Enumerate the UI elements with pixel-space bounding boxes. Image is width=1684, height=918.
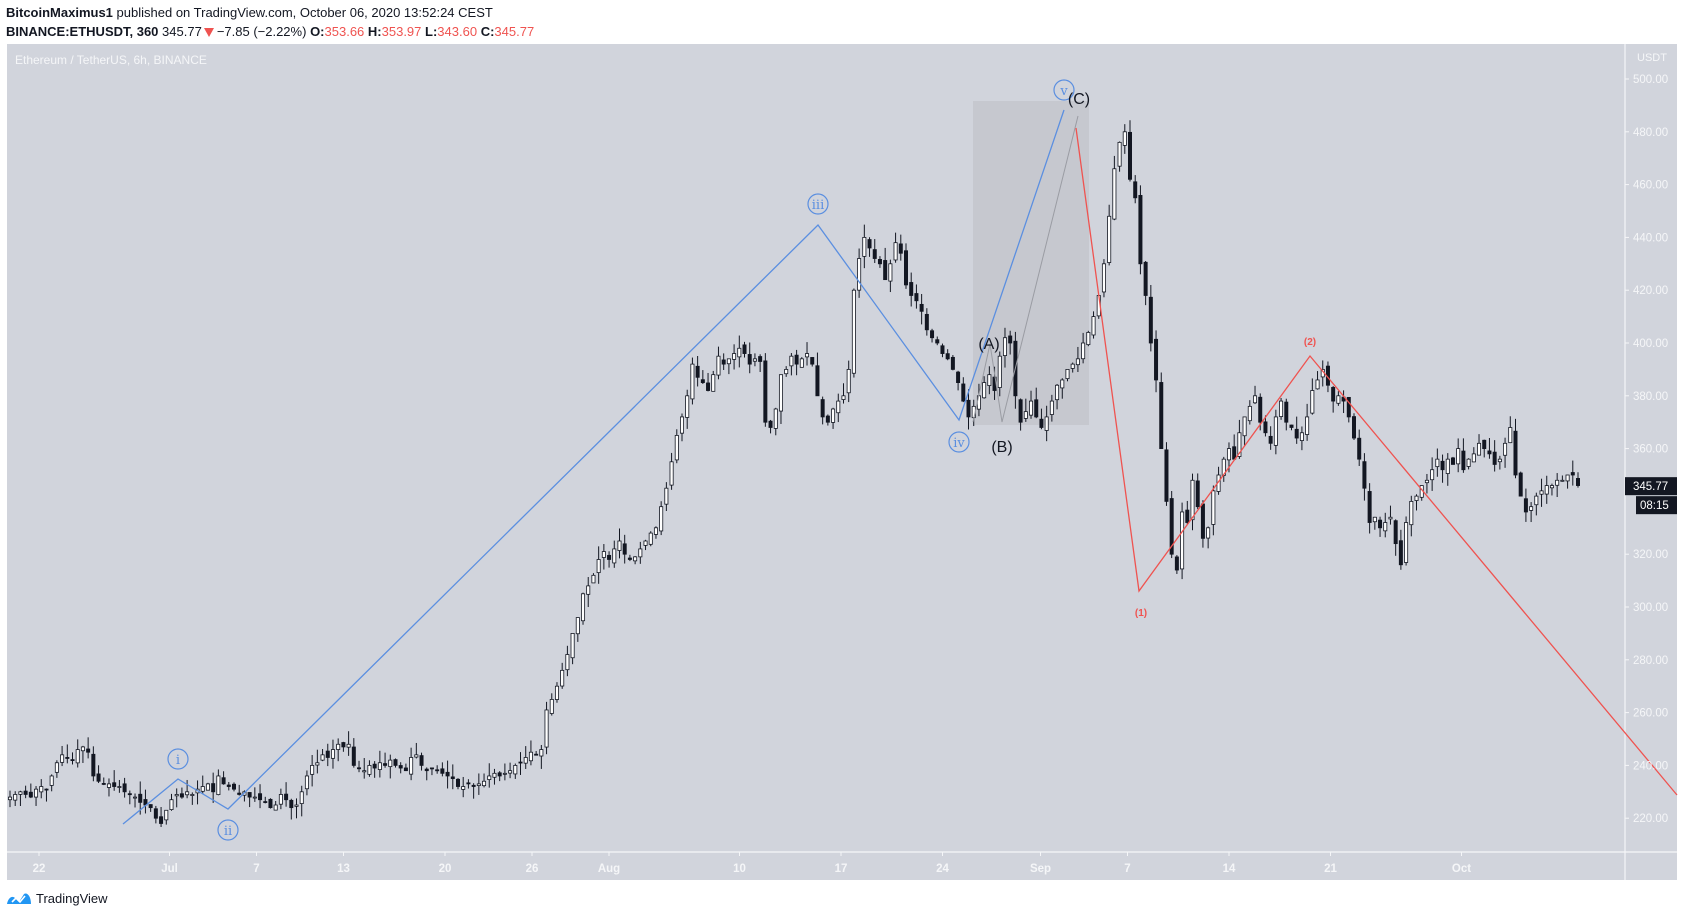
price-tick-420: 420.00 [1633, 285, 1668, 297]
time-tick-7: 7 [253, 863, 259, 875]
wave-label-circle-i [167, 748, 189, 770]
last-price-tag-text: 345.77 [1633, 481, 1668, 493]
tradingview-brand[interactable]: TradingView [36, 890, 108, 906]
price-tick-240: 240.00 [1633, 760, 1668, 772]
low-value: 343.60 [437, 24, 478, 39]
time-tick-13: 13 [337, 863, 350, 875]
abc-gray-wave-line[interactable] [972, 115, 1079, 423]
symbol-label: BINANCE:ETHUSDT, 360 [6, 24, 159, 39]
close-value: 345.77 [494, 24, 535, 39]
price-tick-320: 320.00 [1633, 549, 1668, 561]
publication-header: BitcoinMaximus1 published on TradingView… [6, 3, 534, 41]
countdown-tag-text: 08:15 [1640, 500, 1669, 512]
price-tick-280: 280.00 [1633, 655, 1668, 667]
last-price-tag [1625, 477, 1677, 496]
price-tick-480: 480.00 [1633, 127, 1668, 139]
blue-impulse-wave-line[interactable] [122, 109, 1065, 825]
time-tick-17: 17 [835, 863, 848, 875]
open-label: O: [310, 24, 325, 39]
price-tick-460: 460.00 [1633, 180, 1668, 192]
high-label: H: [367, 24, 382, 39]
open-value: 353.66 [324, 24, 365, 39]
tradingview-logo-icon [7, 893, 31, 904]
price-change: −7.85 (−2.22%) [216, 24, 307, 39]
time-tick-22: 22 [33, 863, 46, 875]
last-price: 345.77 [162, 24, 202, 39]
price-tick-500: 500.00 [1633, 74, 1668, 86]
wave-label-iii: iii [812, 198, 824, 213]
publisher-name[interactable]: BitcoinMaximus1 [6, 5, 113, 20]
close-label: C: [480, 24, 495, 39]
time-tick-14: 14 [1223, 863, 1236, 875]
wave-label-C: (C) [1068, 91, 1090, 108]
high-value: 353.97 [381, 24, 422, 39]
time-tick-26: 26 [526, 863, 539, 875]
wave-label-red-1: (1) [1135, 608, 1147, 619]
wave-label-circle-iv [948, 431, 970, 453]
time-tick-Aug: Aug [598, 863, 620, 875]
price-tick-220: 220.00 [1633, 813, 1668, 825]
time-tick-Jul: Jul [161, 863, 178, 875]
symbol-line: BINANCE:ETHUSDT, 360 345.77 −7.85 (−2.22%… [6, 22, 534, 41]
countdown-tag [1636, 496, 1677, 515]
low-label: L: [425, 24, 438, 39]
candles [7, 120, 1581, 828]
red-wave-line[interactable] [1075, 127, 1678, 796]
tradingview-footer: TradingView [6, 890, 108, 906]
wave-label-A: (A) [978, 336, 999, 353]
price-axis-unit: USDT [1637, 52, 1667, 64]
price-tick-260: 260.00 [1633, 708, 1668, 720]
time-tick-10: 10 [733, 863, 746, 875]
price-tick-440: 440.00 [1633, 232, 1668, 244]
down-arrow-icon [203, 28, 214, 37]
chart-title: Ethereum / TetherUS, 6h, BINANCE [15, 53, 207, 67]
time-tick-20: 20 [439, 863, 452, 875]
price-tick-380: 380.00 [1633, 391, 1668, 403]
abc-highlight-box[interactable] [973, 101, 1089, 425]
published-text: published on TradingView.com, October 06… [116, 5, 493, 20]
price-tick-400: 400.00 [1633, 338, 1668, 350]
wave-label-circle-v [1053, 79, 1075, 101]
price-tick-360: 360.00 [1633, 444, 1668, 456]
wave-label-red-2: (2) [1304, 337, 1316, 348]
time-tick-Sep: Sep [1030, 863, 1051, 875]
wave-label-circle-ii [217, 819, 239, 841]
wave-label-B: (B) [991, 439, 1012, 456]
price-tick-300: 300.00 [1633, 602, 1668, 614]
wave-label-ii: ii [224, 824, 232, 839]
time-tick-21: 21 [1324, 863, 1337, 875]
time-tick-24: 24 [936, 863, 949, 875]
wave-label-circle-iii [807, 193, 829, 215]
wave-label-iv: iv [953, 436, 965, 451]
time-tick-Oct: Oct [1452, 863, 1471, 875]
time-tick-7: 7 [1124, 863, 1130, 875]
wave-label-i: i [176, 753, 180, 768]
publisher-line: BitcoinMaximus1 published on TradingView… [6, 3, 534, 22]
wave-label-v: v [1059, 84, 1068, 99]
